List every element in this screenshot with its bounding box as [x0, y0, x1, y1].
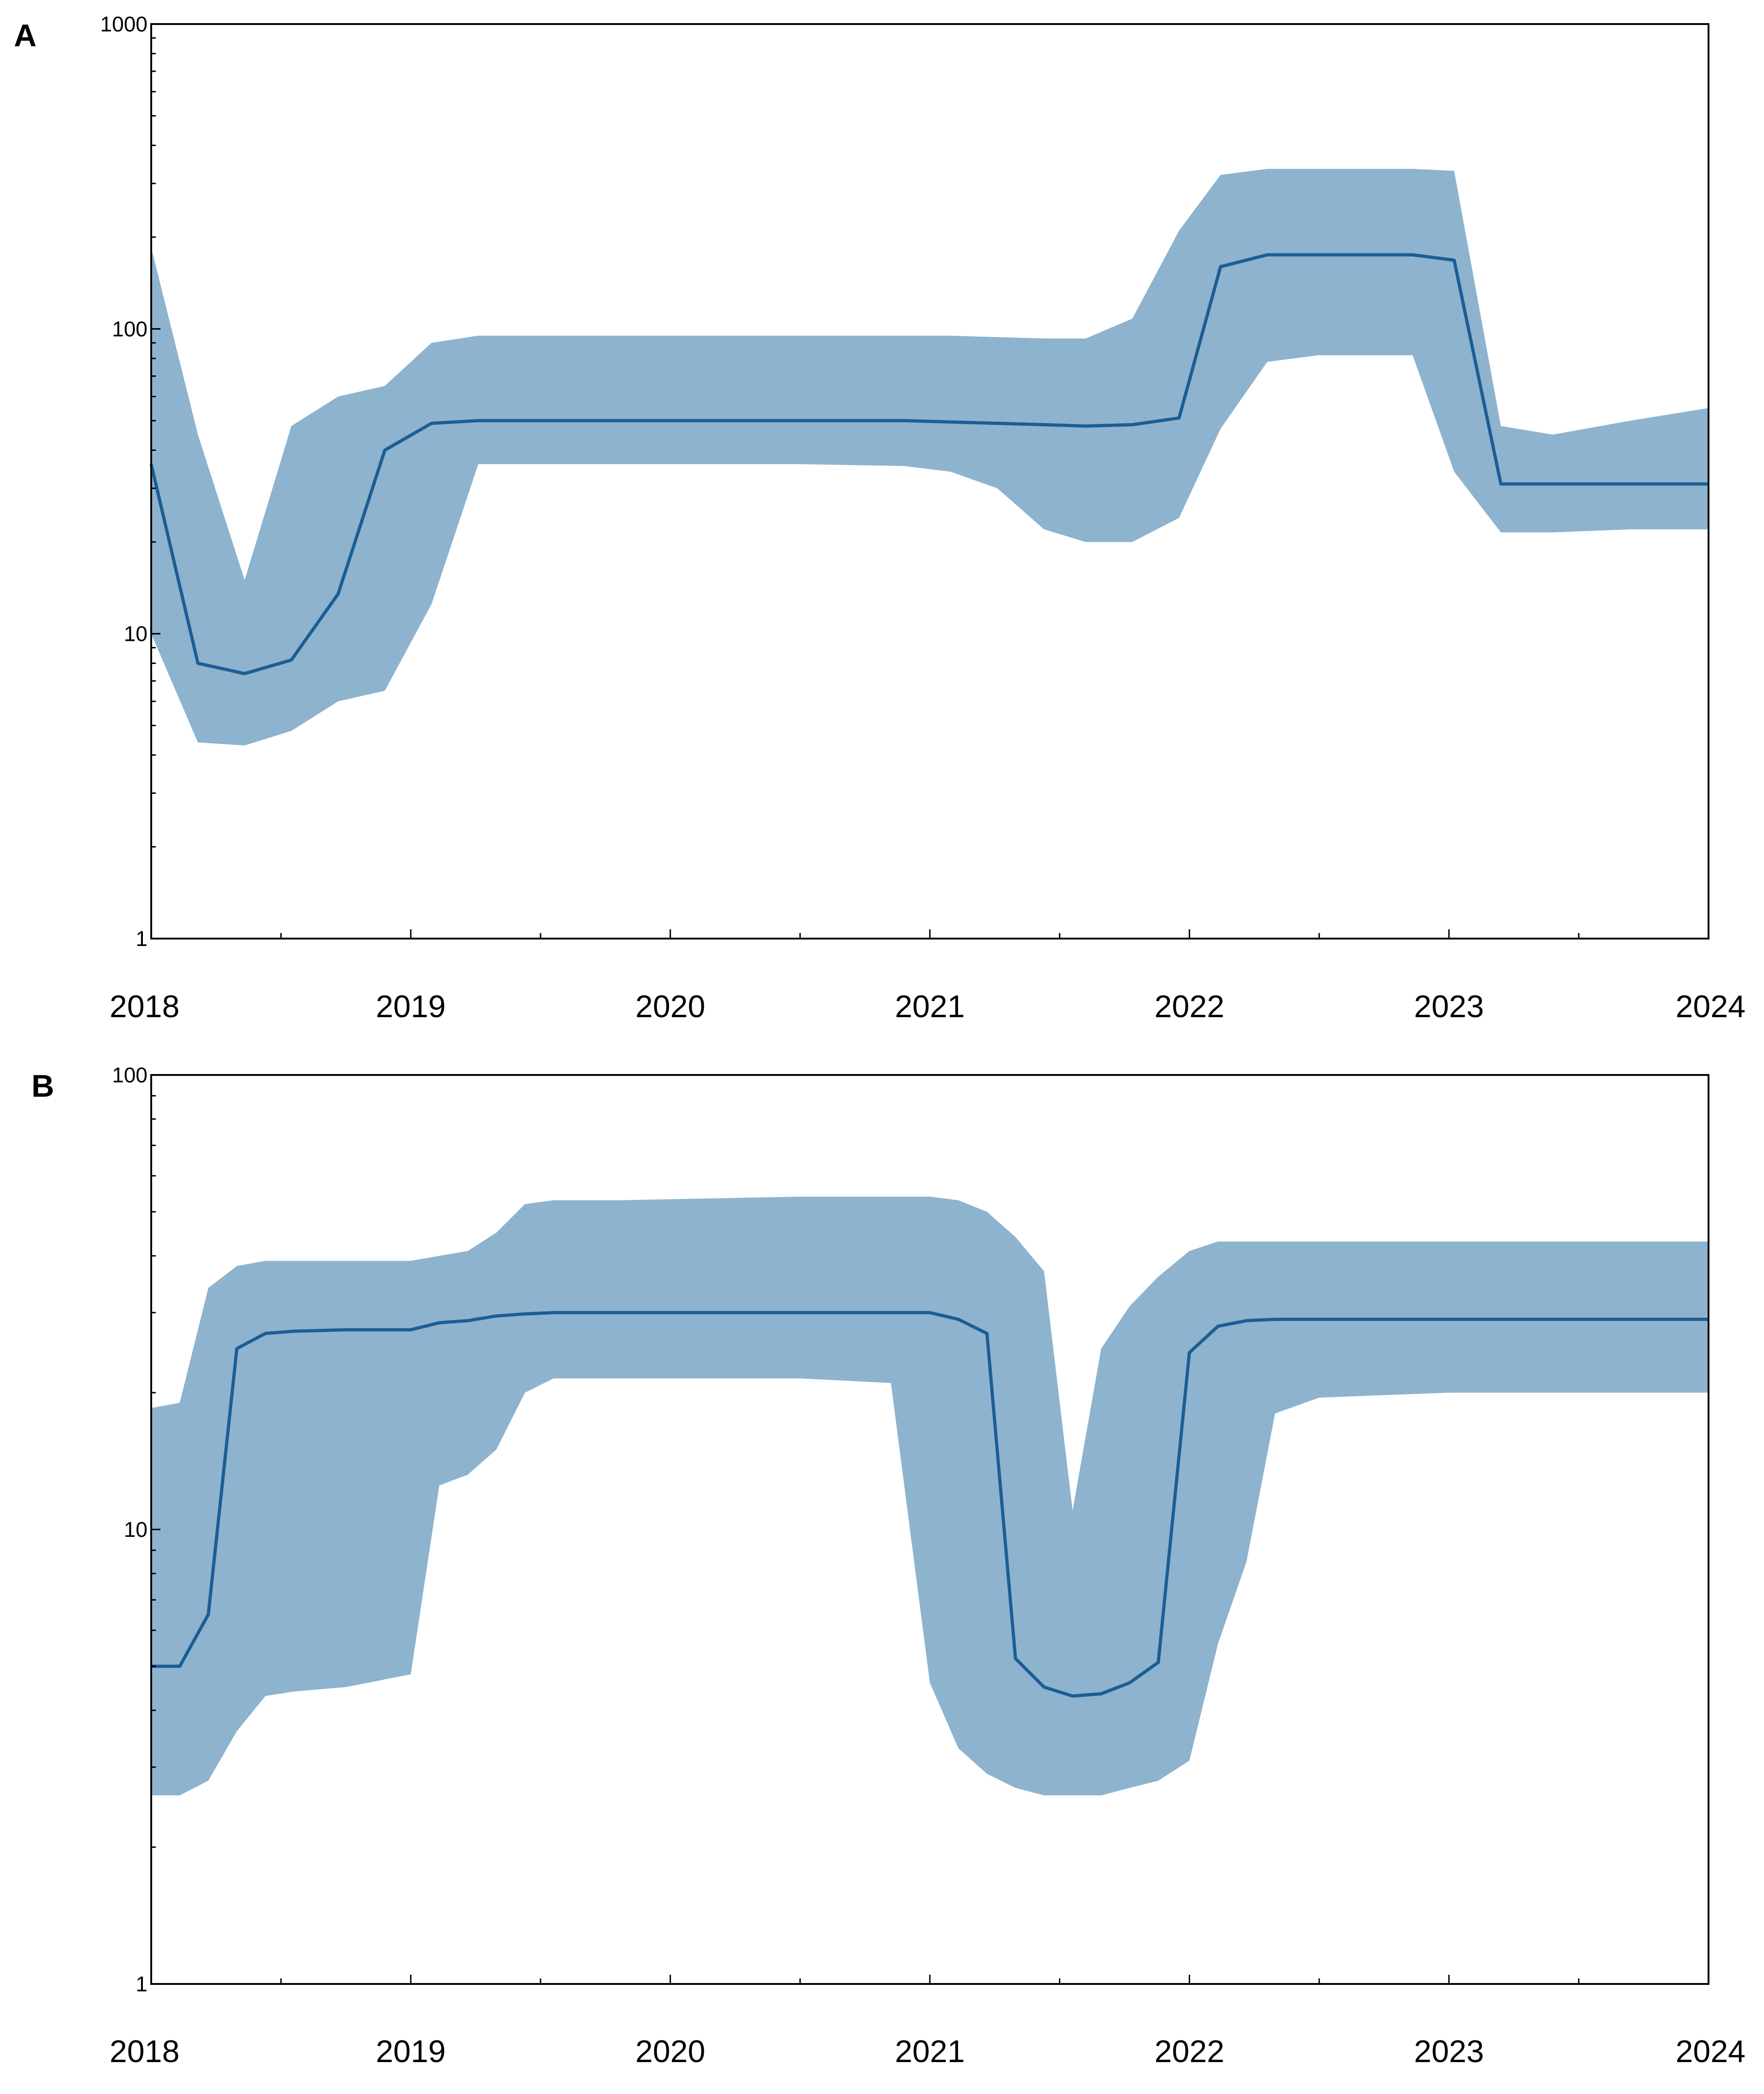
panel-a-x-tick-label: 2018 [110, 989, 179, 1024]
panel-a-confidence-band [151, 169, 1709, 746]
panel-b-y-tick-label: 1 [135, 1972, 148, 1996]
panel-a-x-tick-label: 2019 [376, 989, 446, 1024]
panel-b-x-tick-label: 2018 [110, 2034, 179, 2069]
panel-a: A 1 10 100 1000 2018 2019 2020 2021 2022 2023 2024 [14, 12, 1746, 1024]
panel-a-x-tick-label: 2024 [1676, 989, 1746, 1024]
panel-b-x-tick-label: 2024 [1676, 2034, 1746, 2069]
panel-b-x-tick-label: 2022 [1155, 2034, 1224, 2069]
panel-b-y-tick-label: 10 [124, 1517, 148, 1541]
panel-b-x-tick-label: 2020 [635, 2034, 705, 2069]
panel-b-x-tick-label: 2021 [895, 2034, 965, 2069]
panel-b: B 1 10 100 2018 2019 2020 2021 2022 2023 2024 [31, 1063, 1746, 2069]
panel-a-y-tick-label: 10 [124, 622, 148, 646]
panel-b-confidence-band [151, 1197, 1709, 1796]
panel-a-label: A [14, 18, 37, 53]
panel-a-x-tick-label: 2022 [1155, 989, 1224, 1024]
panel-b-x-tick-label: 2023 [1414, 2034, 1484, 2069]
panel-b-label: B [31, 1068, 54, 1104]
panel-a-y-tick-label: 1000 [100, 12, 148, 36]
panel-a-y-tick-label: 1 [135, 927, 148, 951]
panel-b-x-tick-label: 2019 [376, 2034, 446, 2069]
panel-a-x-tick-label: 2021 [895, 989, 965, 1024]
panel-b-y-tick-label: 100 [112, 1063, 148, 1087]
panel-a-x-tick-label: 2020 [635, 989, 705, 1024]
panel-a-y-tick-label: 100 [112, 317, 148, 341]
panel-a-median-line [149, 253, 1709, 675]
panel-a-x-tick-label: 2023 [1414, 989, 1484, 1024]
panel-b-median-line [151, 1311, 1709, 1698]
